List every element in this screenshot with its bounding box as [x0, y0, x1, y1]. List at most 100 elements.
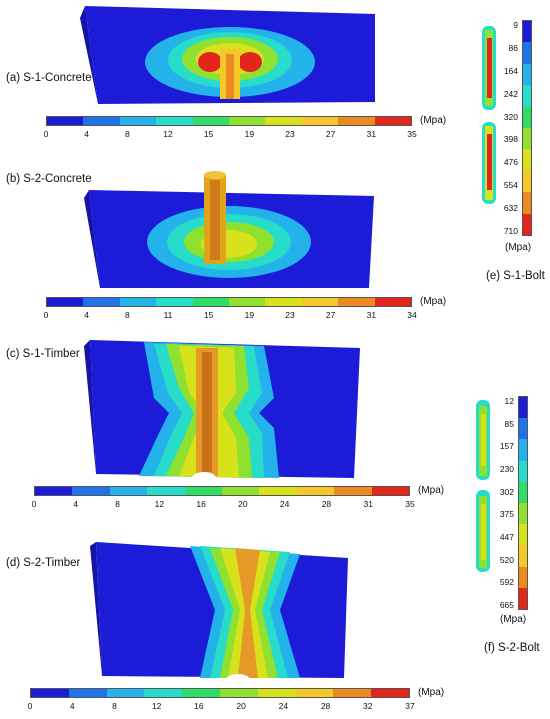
colorbar-tick-label: 8 [124, 310, 130, 320]
colorbar-segment [182, 689, 220, 697]
colorbar-tick-label: 28 [321, 499, 332, 509]
colorbar-a: 0 4 8 12 15 19 23 27 31 35 [43, 116, 417, 146]
concrete-s1-contour [80, 6, 375, 104]
colorbar-tick-label: 320 [503, 111, 518, 122]
colorbar-segment [523, 63, 531, 86]
colorbar-segment [523, 128, 531, 150]
colorbar-segment [374, 117, 412, 125]
colorbar-segment [31, 689, 69, 697]
colorbar-c-gradient [34, 486, 410, 496]
colorbar-tick-label: 9 [513, 20, 518, 30]
colorbar-segment [68, 689, 107, 697]
colorbar-segment [519, 397, 527, 419]
colorbar-b-gradient [46, 297, 412, 307]
colorbar-d-gradient [30, 688, 410, 698]
colorbar-tick-label: 31 [366, 129, 377, 139]
colorbar-segment [222, 487, 260, 495]
colorbar-segment [519, 418, 527, 440]
colorbar-tick-label: 0 [31, 499, 37, 509]
colorbar-tick-label: 27 [325, 310, 336, 320]
colorbar-segment [259, 487, 297, 495]
colorbar-segment [295, 689, 334, 697]
colorbar-segment [119, 298, 157, 306]
colorbar-a-gradient [46, 116, 412, 126]
colorbar-a-unit: (Mpa) [420, 115, 447, 126]
colorbar-segment [301, 117, 339, 125]
colorbar-tick-label: 0 [43, 129, 49, 139]
colorbar-segment [519, 481, 527, 504]
colorbar-segment [301, 298, 339, 306]
colorbar-tick-label: 35 [405, 499, 415, 509]
colorbar-segment [519, 524, 527, 546]
colorbar-e-gradient [522, 20, 532, 236]
panel-c-label: (c) S-1-Timber [6, 348, 80, 360]
colorbar-segment [338, 298, 375, 306]
colorbar-segment [229, 298, 266, 306]
colorbar-tick-label: 157 [499, 441, 514, 452]
colorbar-d-unit: (Mpa) [418, 687, 445, 698]
colorbar-segment [184, 487, 223, 495]
colorbar-c-unit: (Mpa) [418, 485, 445, 496]
colorbar-segment [296, 487, 335, 495]
colorbar-segment [192, 117, 230, 125]
colorbar-tick-label: 12 [504, 396, 514, 406]
colorbar-d-ticks: 0 4 8 12 16 20 24 28 32 37 [28, 701, 415, 713]
panel-e-label: (e) S-1-Bolt [486, 270, 545, 282]
colorbar-tick-label: 476 [503, 157, 518, 168]
colorbar-segment [371, 689, 409, 697]
colorbar-segment [106, 689, 145, 697]
bolt-s1-contour [482, 26, 496, 204]
colorbar-segment [523, 42, 531, 64]
colorbar-segment [519, 439, 527, 461]
colorbar-segment [156, 117, 193, 125]
colorbar-segment [519, 587, 527, 610]
colorbar-segment [523, 21, 531, 43]
colorbar-tick-label: 8 [124, 129, 130, 139]
colorbar-segment [519, 460, 527, 482]
colorbar-segment [523, 106, 531, 129]
colorbar-tick-label: 592 [499, 577, 514, 588]
colorbar-segment [265, 298, 302, 306]
colorbar-tick-label: 20 [236, 701, 246, 711]
colorbar-tick-label: 4 [84, 310, 90, 320]
colorbar-tick-label: 4 [84, 129, 90, 139]
colorbar-tick-label: 12 [163, 129, 173, 139]
colorbar-f-ticks: 12 85 157 230 302 375 447 520 592 665 [484, 396, 514, 610]
colorbar-segment [265, 117, 302, 125]
colorbar-segment [257, 689, 296, 697]
colorbar-segment [523, 149, 531, 171]
colorbar-tick-label: 665 [499, 600, 514, 610]
colorbar-tick-label: 15 [203, 129, 214, 139]
colorbar-tick-label: 398 [503, 134, 518, 145]
colorbar-segment [219, 689, 258, 697]
bolt-s2-contour [476, 400, 490, 572]
panel-f-label: (f) S-2-Bolt [484, 642, 540, 654]
colorbar-c: 0 4 8 12 16 20 24 28 31 35 [31, 486, 415, 516]
colorbar-segment [523, 213, 531, 236]
colorbar-tick-label: 16 [196, 499, 206, 509]
colorbar-b-ticks: 0 4 8 11 15 19 23 27 31 34 [43, 310, 417, 322]
colorbar-b: 0 4 8 11 15 19 23 27 31 34 [43, 297, 417, 327]
colorbar-segment [519, 545, 527, 567]
colorbar-tick-label: 35 [407, 129, 417, 139]
colorbar-tick-label: 31 [366, 310, 377, 320]
colorbar-tick-label: 16 [194, 701, 204, 711]
colorbar-a-ticks: 0 4 8 12 15 19 23 27 31 35 [43, 129, 417, 141]
colorbar-tick-label: 12 [154, 499, 165, 509]
colorbar-segment [156, 298, 193, 306]
colorbar-segment [374, 298, 412, 306]
colorbar-tick-label: 11 [163, 310, 173, 320]
colorbar-tick-label: 12 [151, 701, 162, 711]
colorbar-tick-label: 20 [238, 499, 248, 509]
colorbar-segment [147, 487, 185, 495]
colorbar-segment [72, 487, 110, 495]
colorbar-tick-label: 302 [499, 486, 514, 497]
colorbar-tick-label: 23 [285, 129, 295, 139]
colorbar-tick-label: 15 [203, 310, 214, 320]
colorbar-c-ticks: 0 4 8 12 16 20 24 28 31 35 [31, 499, 415, 511]
colorbar-tick-label: 0 [43, 310, 49, 320]
panel-b-label: (b) S-2-Concrete [6, 173, 92, 185]
colorbar-tick-label: 37 [405, 701, 415, 711]
colorbar-tick-label: 230 [499, 464, 514, 474]
colorbar-segment [371, 487, 410, 495]
